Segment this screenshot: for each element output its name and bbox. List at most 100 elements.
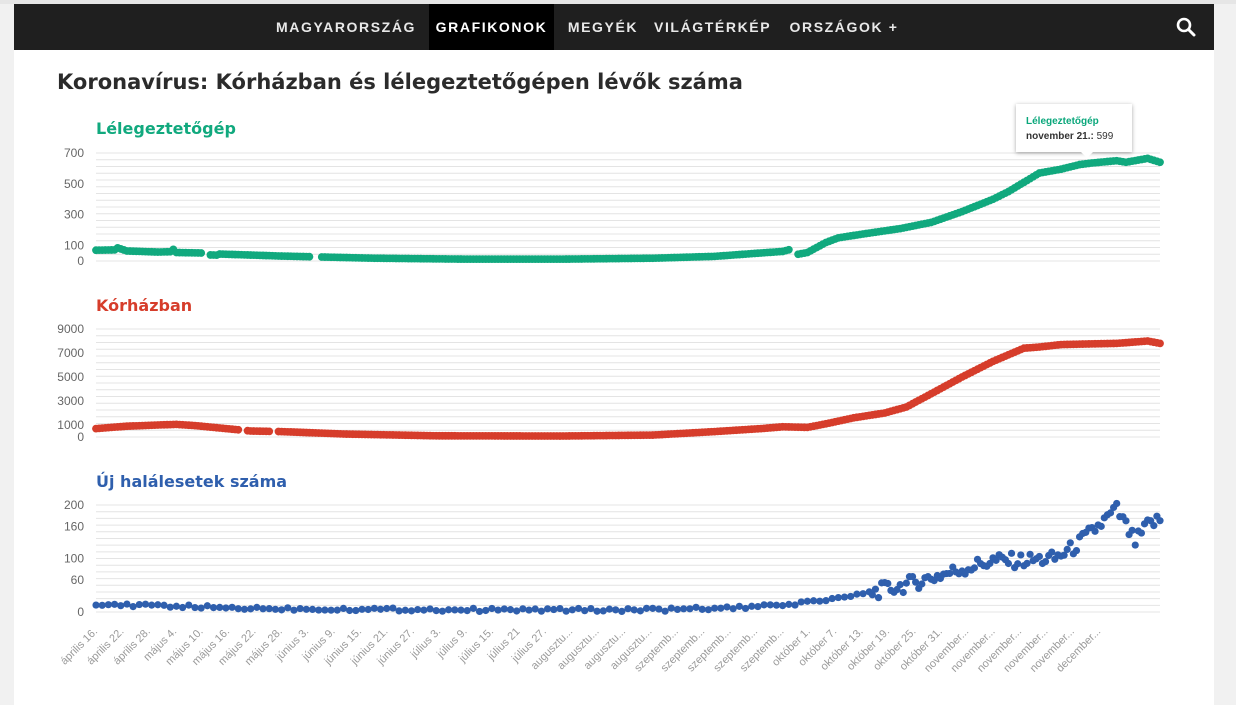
tooltip-body: november 21.: 599 <box>1026 131 1113 142</box>
data-point <box>506 606 515 614</box>
data-point <box>305 252 314 261</box>
data-point <box>871 585 880 593</box>
search-icon[interactable] <box>1176 17 1196 37</box>
data-point <box>315 606 323 614</box>
data-point <box>160 601 168 609</box>
data-point <box>784 245 793 254</box>
data-point <box>636 607 644 615</box>
data-point <box>494 606 502 614</box>
data-point <box>197 604 205 612</box>
data-point <box>445 606 453 614</box>
data-point <box>766 601 774 609</box>
data-point <box>840 593 849 601</box>
data-point <box>92 601 100 609</box>
y-tick-label: 3000 <box>57 394 84 408</box>
data-point <box>519 605 527 613</box>
data-point <box>457 606 465 614</box>
data-point <box>376 605 385 613</box>
data-point <box>1060 551 1068 559</box>
data-point <box>741 604 750 613</box>
nav-item-orszagok[interactable]: ORSZÁGOK + <box>789 19 899 35</box>
data-point <box>834 593 842 602</box>
data-point <box>401 606 409 614</box>
chart-card: Koronavírus: Kórházban és lélegeztetőgép… <box>14 50 1214 705</box>
data-point <box>352 606 360 615</box>
nav-menu: MAGYARORSZÁG GRAFIKONOK MEGYÉK VILÁGTÉRK… <box>14 4 1214 50</box>
data-point <box>166 603 174 611</box>
data-point <box>1156 517 1164 525</box>
data-point <box>729 605 737 613</box>
data-point <box>618 607 626 615</box>
nav-item-grafikonok[interactable]: GRAFIKONOK <box>429 4 554 50</box>
data-point <box>1150 522 1158 530</box>
data-point <box>1048 548 1056 556</box>
y-tick-label: 0 <box>77 430 84 444</box>
data-point <box>698 605 706 613</box>
data-point <box>692 603 700 611</box>
tooltip-arrow <box>1080 151 1094 158</box>
y-tick-label: 9000 <box>57 322 84 336</box>
data-point <box>986 559 994 568</box>
data-point <box>438 607 447 615</box>
data-point <box>234 605 242 613</box>
data-point <box>104 601 112 609</box>
data-point <box>290 606 298 614</box>
data-point <box>711 604 719 612</box>
nav-item-magyarorszag[interactable]: MAGYARORSZÁG <box>276 19 417 35</box>
data-point <box>185 601 193 609</box>
data-point <box>110 600 119 608</box>
data-point <box>655 605 663 613</box>
data-point <box>772 601 781 609</box>
data-point <box>482 606 490 615</box>
tooltip-value: 599 <box>1096 131 1114 142</box>
data-point <box>463 607 471 615</box>
data-point <box>154 601 162 609</box>
data-point <box>1014 560 1022 568</box>
nav-item-vilagterkep[interactable]: VILÁGTÉRKÉP <box>654 19 772 35</box>
data-point <box>1156 339 1164 348</box>
data-point <box>587 604 595 613</box>
data-point <box>370 604 378 612</box>
data-point <box>253 603 261 611</box>
data-point <box>531 605 539 613</box>
data-point <box>748 602 756 610</box>
data-point <box>203 602 211 610</box>
data-point <box>902 579 910 587</box>
data-point <box>1122 517 1130 525</box>
data-point <box>1004 559 1013 568</box>
data-point <box>327 606 335 614</box>
data-point <box>803 597 811 605</box>
data-point <box>605 605 614 613</box>
data-point <box>1113 499 1121 508</box>
nav-item-megyek[interactable]: MEGYÉK <box>567 19 639 35</box>
data-point <box>209 604 218 612</box>
data-point <box>414 605 422 614</box>
y-tick-label: 5000 <box>57 370 84 384</box>
y-tick-label: 200 <box>64 498 84 512</box>
y-tick-label: 0 <box>77 605 84 619</box>
data-point <box>197 249 206 257</box>
data-point <box>240 605 249 613</box>
data-point <box>1106 509 1115 517</box>
data-point <box>500 605 508 613</box>
data-point <box>593 607 601 615</box>
data-point <box>868 591 876 599</box>
data-point <box>228 603 236 611</box>
data-point <box>191 603 199 612</box>
data-point <box>308 605 317 613</box>
data-point <box>1023 559 1031 568</box>
data-point <box>451 606 459 614</box>
data-point <box>723 603 731 611</box>
data-point <box>271 605 279 613</box>
data-point <box>420 606 428 614</box>
data-point <box>537 607 545 615</box>
data-point <box>259 605 267 613</box>
data-point <box>791 601 799 609</box>
data-point <box>333 606 341 614</box>
data-point <box>1063 545 1071 553</box>
tooltip: Lélegeztetőgép november 21.: 599 <box>1016 104 1132 152</box>
data-point <box>779 602 787 610</box>
y-tick-label: 100 <box>64 552 84 566</box>
browser-top-strip <box>0 0 1236 4</box>
y-tick-label: 60 <box>71 573 85 587</box>
